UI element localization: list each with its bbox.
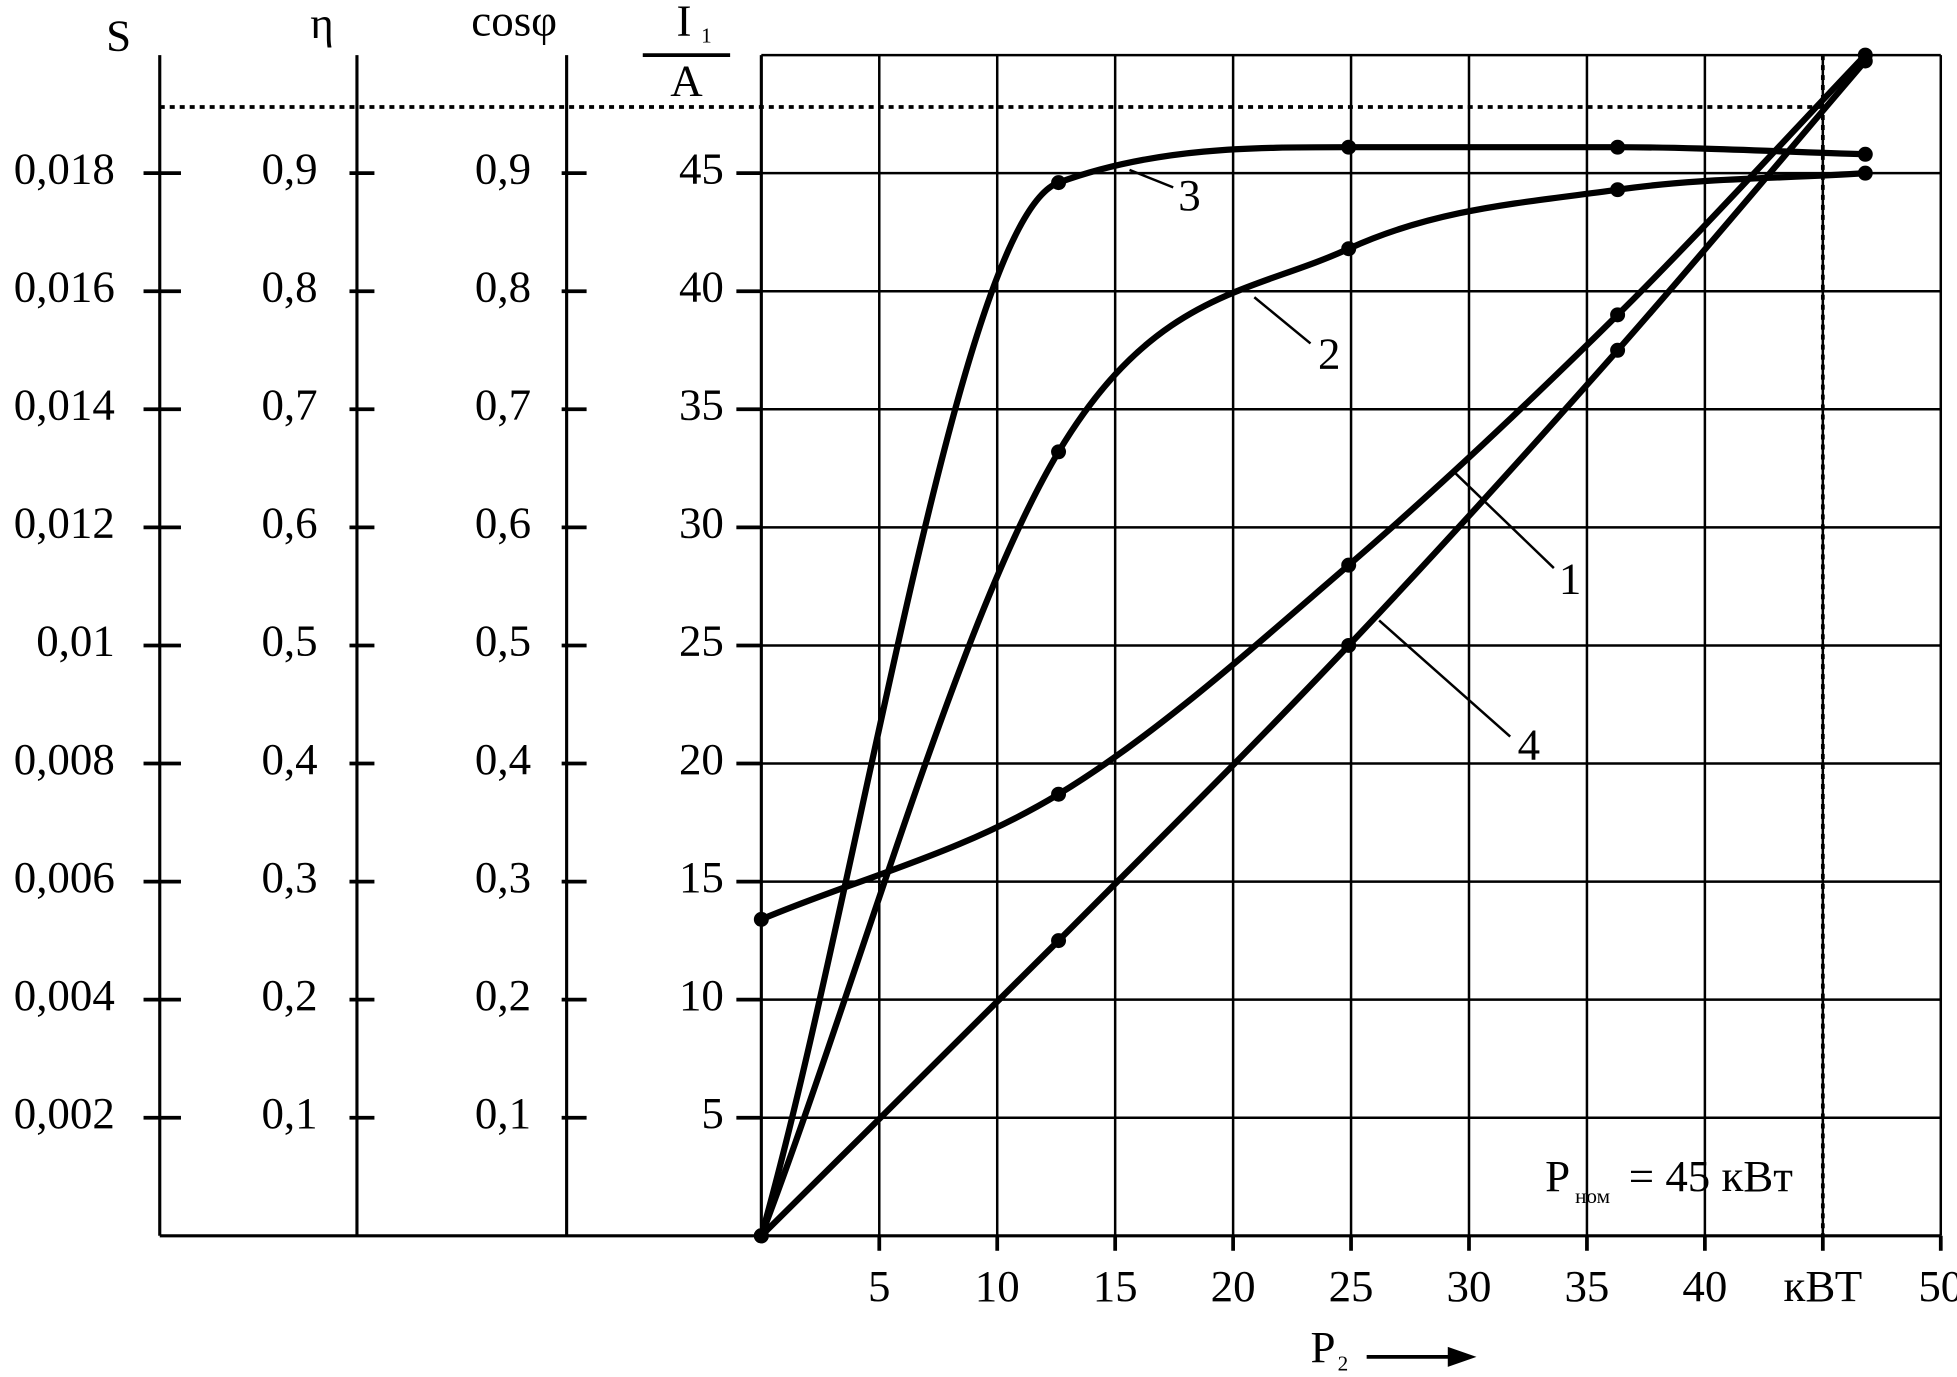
data-point bbox=[1857, 53, 1873, 69]
eta-tick-label: 0,5 bbox=[261, 616, 317, 666]
s-tick-label: 0,004 bbox=[14, 970, 115, 1020]
eta-tick-label: 0,1 bbox=[261, 1088, 317, 1138]
s-axis-label: S bbox=[106, 10, 131, 60]
eta-tick-label: 0,4 bbox=[261, 734, 317, 784]
y-tick-label: 45 bbox=[679, 143, 724, 193]
data-point bbox=[1857, 165, 1873, 181]
s-tick-label: 0,008 bbox=[14, 734, 115, 784]
data-point bbox=[753, 911, 769, 927]
x-axis-label-sub: 2 bbox=[1338, 1351, 1349, 1375]
eta-tick-label: 0,9 bbox=[261, 143, 317, 193]
cos-tick-label: 0,5 bbox=[475, 616, 531, 666]
data-point bbox=[1610, 182, 1626, 198]
x-tick-label: 15 bbox=[1093, 1261, 1138, 1311]
x-arrow-head bbox=[1447, 1346, 1477, 1367]
eta-tick-label: 0,2 bbox=[261, 970, 317, 1020]
eta-tick-label: 0,7 bbox=[261, 380, 317, 430]
data-point bbox=[1857, 146, 1873, 162]
eta-tick-label: 0,3 bbox=[261, 852, 317, 902]
y-tick-label: 20 bbox=[679, 734, 724, 784]
y-tick-label: 25 bbox=[679, 616, 724, 666]
cos-tick-label: 0,2 bbox=[475, 970, 531, 1020]
data-point bbox=[753, 1228, 769, 1244]
s-tick-label: 0,012 bbox=[14, 498, 115, 548]
label-leader bbox=[1453, 471, 1555, 569]
s-tick-label: 0,018 bbox=[14, 143, 115, 193]
y-tick-label: 40 bbox=[679, 262, 724, 312]
annotation: P bbox=[1545, 1151, 1570, 1201]
s-tick-label: 0,006 bbox=[14, 852, 115, 902]
x-tick-label: 40 bbox=[1682, 1261, 1727, 1311]
cos-tick-label: 0,8 bbox=[475, 262, 531, 312]
annotation-rest: = 45 кВт bbox=[1629, 1151, 1793, 1201]
eta-axis-label: η bbox=[310, 0, 334, 48]
y-axis-label-sub: 1 bbox=[701, 23, 712, 47]
x-tick-label: 10 bbox=[975, 1261, 1020, 1311]
data-point bbox=[1051, 175, 1067, 191]
cos-tick-label: 0,9 bbox=[475, 143, 531, 193]
y-tick-label: 30 bbox=[679, 498, 724, 548]
data-point bbox=[1341, 241, 1357, 257]
x-tick-label: кВТ bbox=[1784, 1261, 1863, 1311]
data-point bbox=[1051, 786, 1067, 802]
cos-axis-label: cosφ bbox=[471, 0, 557, 45]
series-line bbox=[760, 52, 1868, 923]
x-tick-label: 30 bbox=[1447, 1261, 1492, 1311]
series-label: 2 bbox=[1318, 329, 1340, 379]
cos-tick-label: 0,1 bbox=[475, 1088, 531, 1138]
data-point bbox=[1610, 307, 1626, 323]
label-leader bbox=[1378, 619, 1512, 738]
annotation-sub: ном bbox=[1575, 1184, 1610, 1208]
data-point bbox=[1341, 637, 1357, 653]
series-line bbox=[758, 144, 1866, 1237]
label-leader bbox=[1129, 168, 1174, 189]
data-point bbox=[1341, 557, 1357, 573]
cos-tick-label: 0,6 bbox=[475, 498, 531, 548]
cos-tick-label: 0,7 bbox=[475, 380, 531, 430]
x-axis-label: P bbox=[1310, 1322, 1335, 1372]
s-tick-label: 0,016 bbox=[14, 262, 115, 312]
data-point bbox=[1610, 342, 1626, 358]
series-label: 4 bbox=[1518, 719, 1540, 769]
y-tick-label: 35 bbox=[679, 380, 724, 430]
cos-tick-label: 0,3 bbox=[475, 852, 531, 902]
s-tick-label: 0,002 bbox=[14, 1088, 115, 1138]
label-leader bbox=[1253, 296, 1312, 345]
s-tick-label: 0,014 bbox=[14, 380, 115, 430]
eta-tick-label: 0,6 bbox=[261, 498, 317, 548]
data-point bbox=[1051, 933, 1067, 949]
data-point bbox=[1610, 139, 1626, 155]
cos-tick-label: 0,4 bbox=[475, 734, 531, 784]
x-tick-label: 25 bbox=[1329, 1261, 1374, 1311]
x-tick-label: 50 bbox=[1918, 1261, 1957, 1311]
y-tick-label: 10 bbox=[679, 970, 724, 1020]
x-tick-label: 5 bbox=[868, 1261, 890, 1311]
s-tick-label: 0,01 bbox=[36, 616, 115, 666]
y-axis-unit: A bbox=[670, 55, 703, 105]
eta-tick-label: 0,8 bbox=[261, 262, 317, 312]
series-line bbox=[758, 170, 1866, 1237]
data-point bbox=[1051, 444, 1067, 460]
x-tick-label: 35 bbox=[1564, 1261, 1609, 1311]
x-tick-label: 20 bbox=[1211, 1261, 1256, 1311]
y-axis-label: I bbox=[676, 0, 691, 45]
series-line bbox=[759, 58, 1868, 1238]
y-tick-label: 5 bbox=[701, 1088, 723, 1138]
data-point bbox=[1341, 139, 1357, 155]
series-label: 1 bbox=[1559, 553, 1581, 603]
y-tick-label: 15 bbox=[679, 852, 724, 902]
series-label: 3 bbox=[1178, 170, 1200, 220]
